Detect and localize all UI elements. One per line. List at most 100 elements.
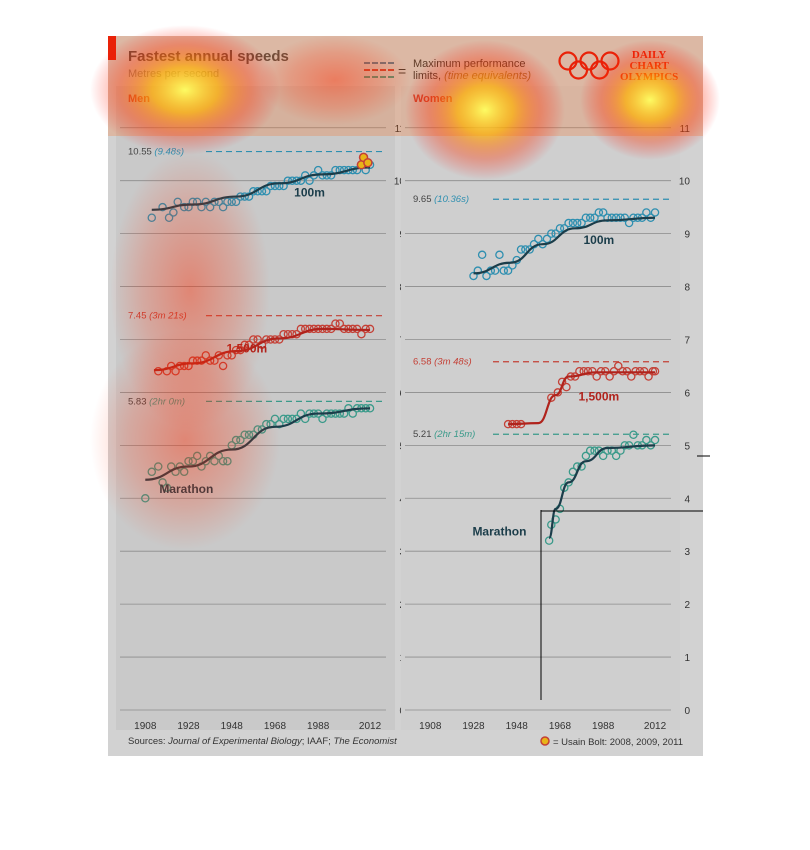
source-note: Sources: Journal of Experimental Biology… — [128, 736, 397, 747]
bolt-note-text: = Usain Bolt: 2008, 2009, 2011 — [552, 737, 683, 748]
panel-women: Women 0 1 2 3 4 5 6 7 8 9 10 11 1908 1928 1948 1968 1988 2… — [401, 86, 690, 732]
data-point — [581, 213, 591, 222]
limit-label: 10.55 (9.48s) — [128, 147, 184, 158]
data-point — [598, 208, 608, 217]
bolt-marker-icon — [540, 736, 551, 746]
trend-curve — [548, 444, 656, 540]
y-tick-label: 0 — [684, 706, 690, 717]
data-point — [642, 208, 651, 217]
data-point — [614, 361, 623, 371]
y-tick-label: 11 — [395, 124, 406, 135]
data-point — [503, 266, 513, 275]
series-label: 1,500m — [578, 389, 619, 403]
data-point — [335, 319, 345, 328]
y-tick-label: 10 — [679, 177, 691, 188]
data-point — [598, 451, 608, 461]
data-point — [583, 366, 593, 376]
data-point — [564, 218, 573, 228]
data-point — [642, 435, 651, 445]
data-point — [562, 382, 571, 392]
data-point — [611, 213, 621, 222]
x-tick-label: 1908 — [419, 721, 442, 732]
limit-label: 7.45 (3m 21s) — [128, 311, 187, 322]
data-point — [564, 478, 573, 487]
data-point — [283, 176, 293, 185]
data-point — [551, 229, 560, 238]
data-point — [572, 218, 582, 228]
data-point — [499, 266, 509, 275]
y-tick-label: 10 — [394, 177, 406, 188]
data-point — [270, 181, 280, 191]
x-tick-label: 1928 — [462, 721, 485, 732]
data-point — [516, 245, 526, 254]
data-point — [473, 266, 483, 275]
data-point — [544, 536, 554, 545]
panel-background — [401, 86, 680, 730]
trend-curve — [473, 216, 656, 275]
data-point — [555, 224, 565, 233]
x-tick-label: 1968 — [264, 721, 287, 732]
y-tick-label: 11 — [680, 124, 691, 135]
data-point — [590, 213, 599, 222]
y-tick-label: 3 — [684, 547, 690, 558]
y-tick-label: 1 — [684, 653, 690, 664]
source-prefix: Sources: — [128, 736, 166, 747]
panel-men: Men0123456789101119081928194819681988201… — [116, 86, 405, 732]
y-tick-label: 5 — [684, 441, 690, 452]
data-point — [650, 208, 660, 217]
data-point — [547, 229, 556, 238]
data-point — [590, 446, 599, 455]
limit-label: 5.83 (2hr 0m) — [128, 396, 185, 407]
series-label: 100m — [294, 186, 325, 200]
y-tick-label: 8 — [684, 283, 690, 294]
data-point — [335, 165, 345, 175]
data-point — [553, 388, 563, 397]
data-point — [331, 319, 340, 328]
data-point — [495, 250, 504, 260]
data-point — [616, 213, 625, 222]
data-point — [620, 441, 630, 450]
panel-title: Women — [413, 93, 453, 105]
chart-figure: Fastest annual speeds Metres per second … — [108, 36, 703, 756]
data-point — [542, 234, 552, 244]
data-point — [326, 171, 336, 180]
source-economist: The Economist — [333, 736, 397, 747]
data-point — [525, 245, 534, 254]
y-tick-label: 6 — [684, 388, 690, 399]
data-point — [482, 271, 491, 281]
limit-label: 6.58 (3m 48s) — [413, 357, 472, 368]
panel-title: Men — [128, 93, 150, 105]
y-tick-label: 9 — [684, 230, 690, 241]
y-tick-label: 2 — [684, 600, 690, 611]
data-point — [594, 208, 604, 217]
data-point — [629, 430, 638, 440]
data-point — [585, 213, 595, 222]
data-point — [547, 393, 556, 402]
data-point — [344, 404, 353, 413]
y-tick-label: 4 — [684, 494, 690, 505]
data-point — [585, 446, 595, 455]
x-tick-label: 1948 — [221, 721, 244, 732]
series-label: 100m — [583, 233, 614, 247]
data-point — [477, 250, 487, 260]
limit-label: 5.21 (2hr 15m) — [413, 429, 475, 440]
series-label: Marathon — [159, 482, 213, 496]
trend-curve — [508, 371, 656, 426]
bolt-point — [363, 157, 373, 168]
data-point — [318, 414, 327, 424]
source-journal: Journal of Experimental Biology — [168, 736, 302, 747]
data-point — [611, 451, 621, 461]
x-tick-label: 1988 — [592, 721, 615, 732]
data-point — [650, 435, 660, 445]
x-tick-label: 1928 — [177, 721, 200, 732]
data-point — [624, 441, 634, 450]
x-tick-label: 2012 — [359, 721, 382, 732]
data-point — [283, 414, 293, 424]
x-tick-label: 1968 — [549, 721, 572, 732]
data-point — [534, 234, 543, 244]
chart-panels: Men 0 1 2 3 4 5 6 7 8 9 10 11 1908 1928 1948 1968 1988 201… — [116, 86, 690, 732]
series-label: Marathon — [472, 524, 526, 538]
series-label: 1,500m — [227, 342, 268, 356]
data-point — [620, 213, 630, 222]
y-tick-label: 7 — [684, 335, 690, 346]
